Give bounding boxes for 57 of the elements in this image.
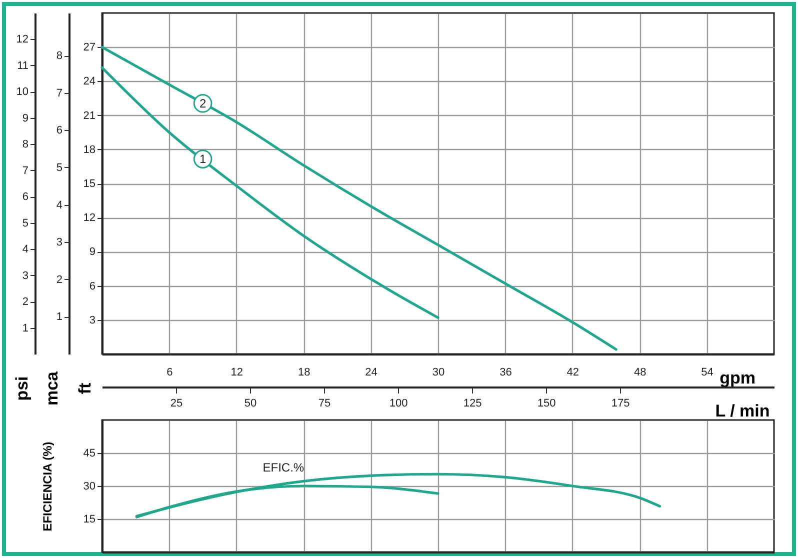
y2-tick-label: 11 bbox=[17, 60, 28, 72]
y3-tick-label: 2 bbox=[56, 274, 62, 286]
y3-tick-label: 3 bbox=[56, 236, 62, 249]
y-tick-label: 30 bbox=[83, 480, 96, 492]
y3-tick-label: 4 bbox=[56, 199, 62, 212]
y-tick-label: 21 bbox=[83, 110, 96, 122]
y-tick-label: 3 bbox=[89, 314, 96, 326]
x-tick-label: 42 bbox=[566, 366, 580, 378]
x-tick-label: 48 bbox=[634, 366, 646, 378]
x-tick-label: 54 bbox=[701, 366, 714, 378]
y-tick-label: 24 bbox=[83, 76, 96, 88]
y2-tick-label: 8 bbox=[22, 138, 28, 151]
y2-tick-label: 7 bbox=[22, 164, 28, 177]
x2-tick-label: 125 bbox=[463, 398, 482, 410]
y2-tick-label: 4 bbox=[22, 244, 28, 256]
y-tick-label: 45 bbox=[83, 448, 96, 460]
y2-tick-label: 3 bbox=[22, 270, 28, 282]
y2-tick-label: 9 bbox=[22, 112, 28, 124]
y-axis-title: ft bbox=[76, 382, 94, 394]
y-tick-label: 12 bbox=[83, 212, 96, 224]
y-tick-label: 9 bbox=[89, 246, 96, 258]
x2-tick-label: 50 bbox=[244, 398, 257, 410]
y2-tick-label: 10 bbox=[16, 86, 28, 98]
y2-tick-label: 1 bbox=[22, 322, 28, 334]
series-label: 2 bbox=[199, 96, 206, 110]
y3-axis-title: mca bbox=[42, 370, 62, 406]
y-tick-label: 15 bbox=[83, 178, 96, 190]
y2-tick-label: 12 bbox=[16, 34, 28, 46]
y-tick-label: 15 bbox=[83, 514, 96, 526]
x-tick-label: 24 bbox=[365, 366, 378, 378]
x-tick-label: 18 bbox=[298, 366, 310, 378]
annotation: EFIC.% bbox=[262, 460, 304, 475]
x2-tick-label: 25 bbox=[170, 398, 183, 410]
y-tick-label: 18 bbox=[83, 144, 96, 156]
x-axis-title: gpm bbox=[720, 368, 756, 388]
x2-tick-label: 75 bbox=[318, 398, 331, 410]
y-tick-label: 6 bbox=[89, 280, 96, 292]
y-tick-label: 27 bbox=[83, 42, 96, 54]
x2-axis-title: L / min bbox=[715, 402, 770, 420]
y3-tick-label: 7 bbox=[56, 87, 62, 100]
x2-tick-label: 175 bbox=[611, 398, 630, 410]
y2-tick-label: 5 bbox=[22, 217, 28, 230]
x2-tick-label: 150 bbox=[537, 398, 556, 410]
y3-tick-label: 1 bbox=[56, 311, 62, 324]
x-tick-label: 30 bbox=[432, 366, 445, 378]
x-tick-label: 6 bbox=[166, 366, 173, 378]
series-label: 1 bbox=[199, 152, 206, 166]
x-tick-label: 36 bbox=[500, 366, 512, 378]
y3-tick-label: 8 bbox=[56, 50, 62, 62]
y2-axis-title: psi bbox=[12, 376, 32, 401]
y2-tick-label: 2 bbox=[22, 296, 28, 308]
x-tick-label: 12 bbox=[230, 366, 244, 378]
y-axis-title: EFICIENCIA (%) bbox=[40, 442, 54, 532]
x2-tick-label: 100 bbox=[389, 398, 408, 410]
y3-tick-label: 6 bbox=[56, 124, 62, 137]
y3-tick-label: 5 bbox=[56, 162, 62, 174]
y2-tick-label: 6 bbox=[22, 191, 28, 204]
